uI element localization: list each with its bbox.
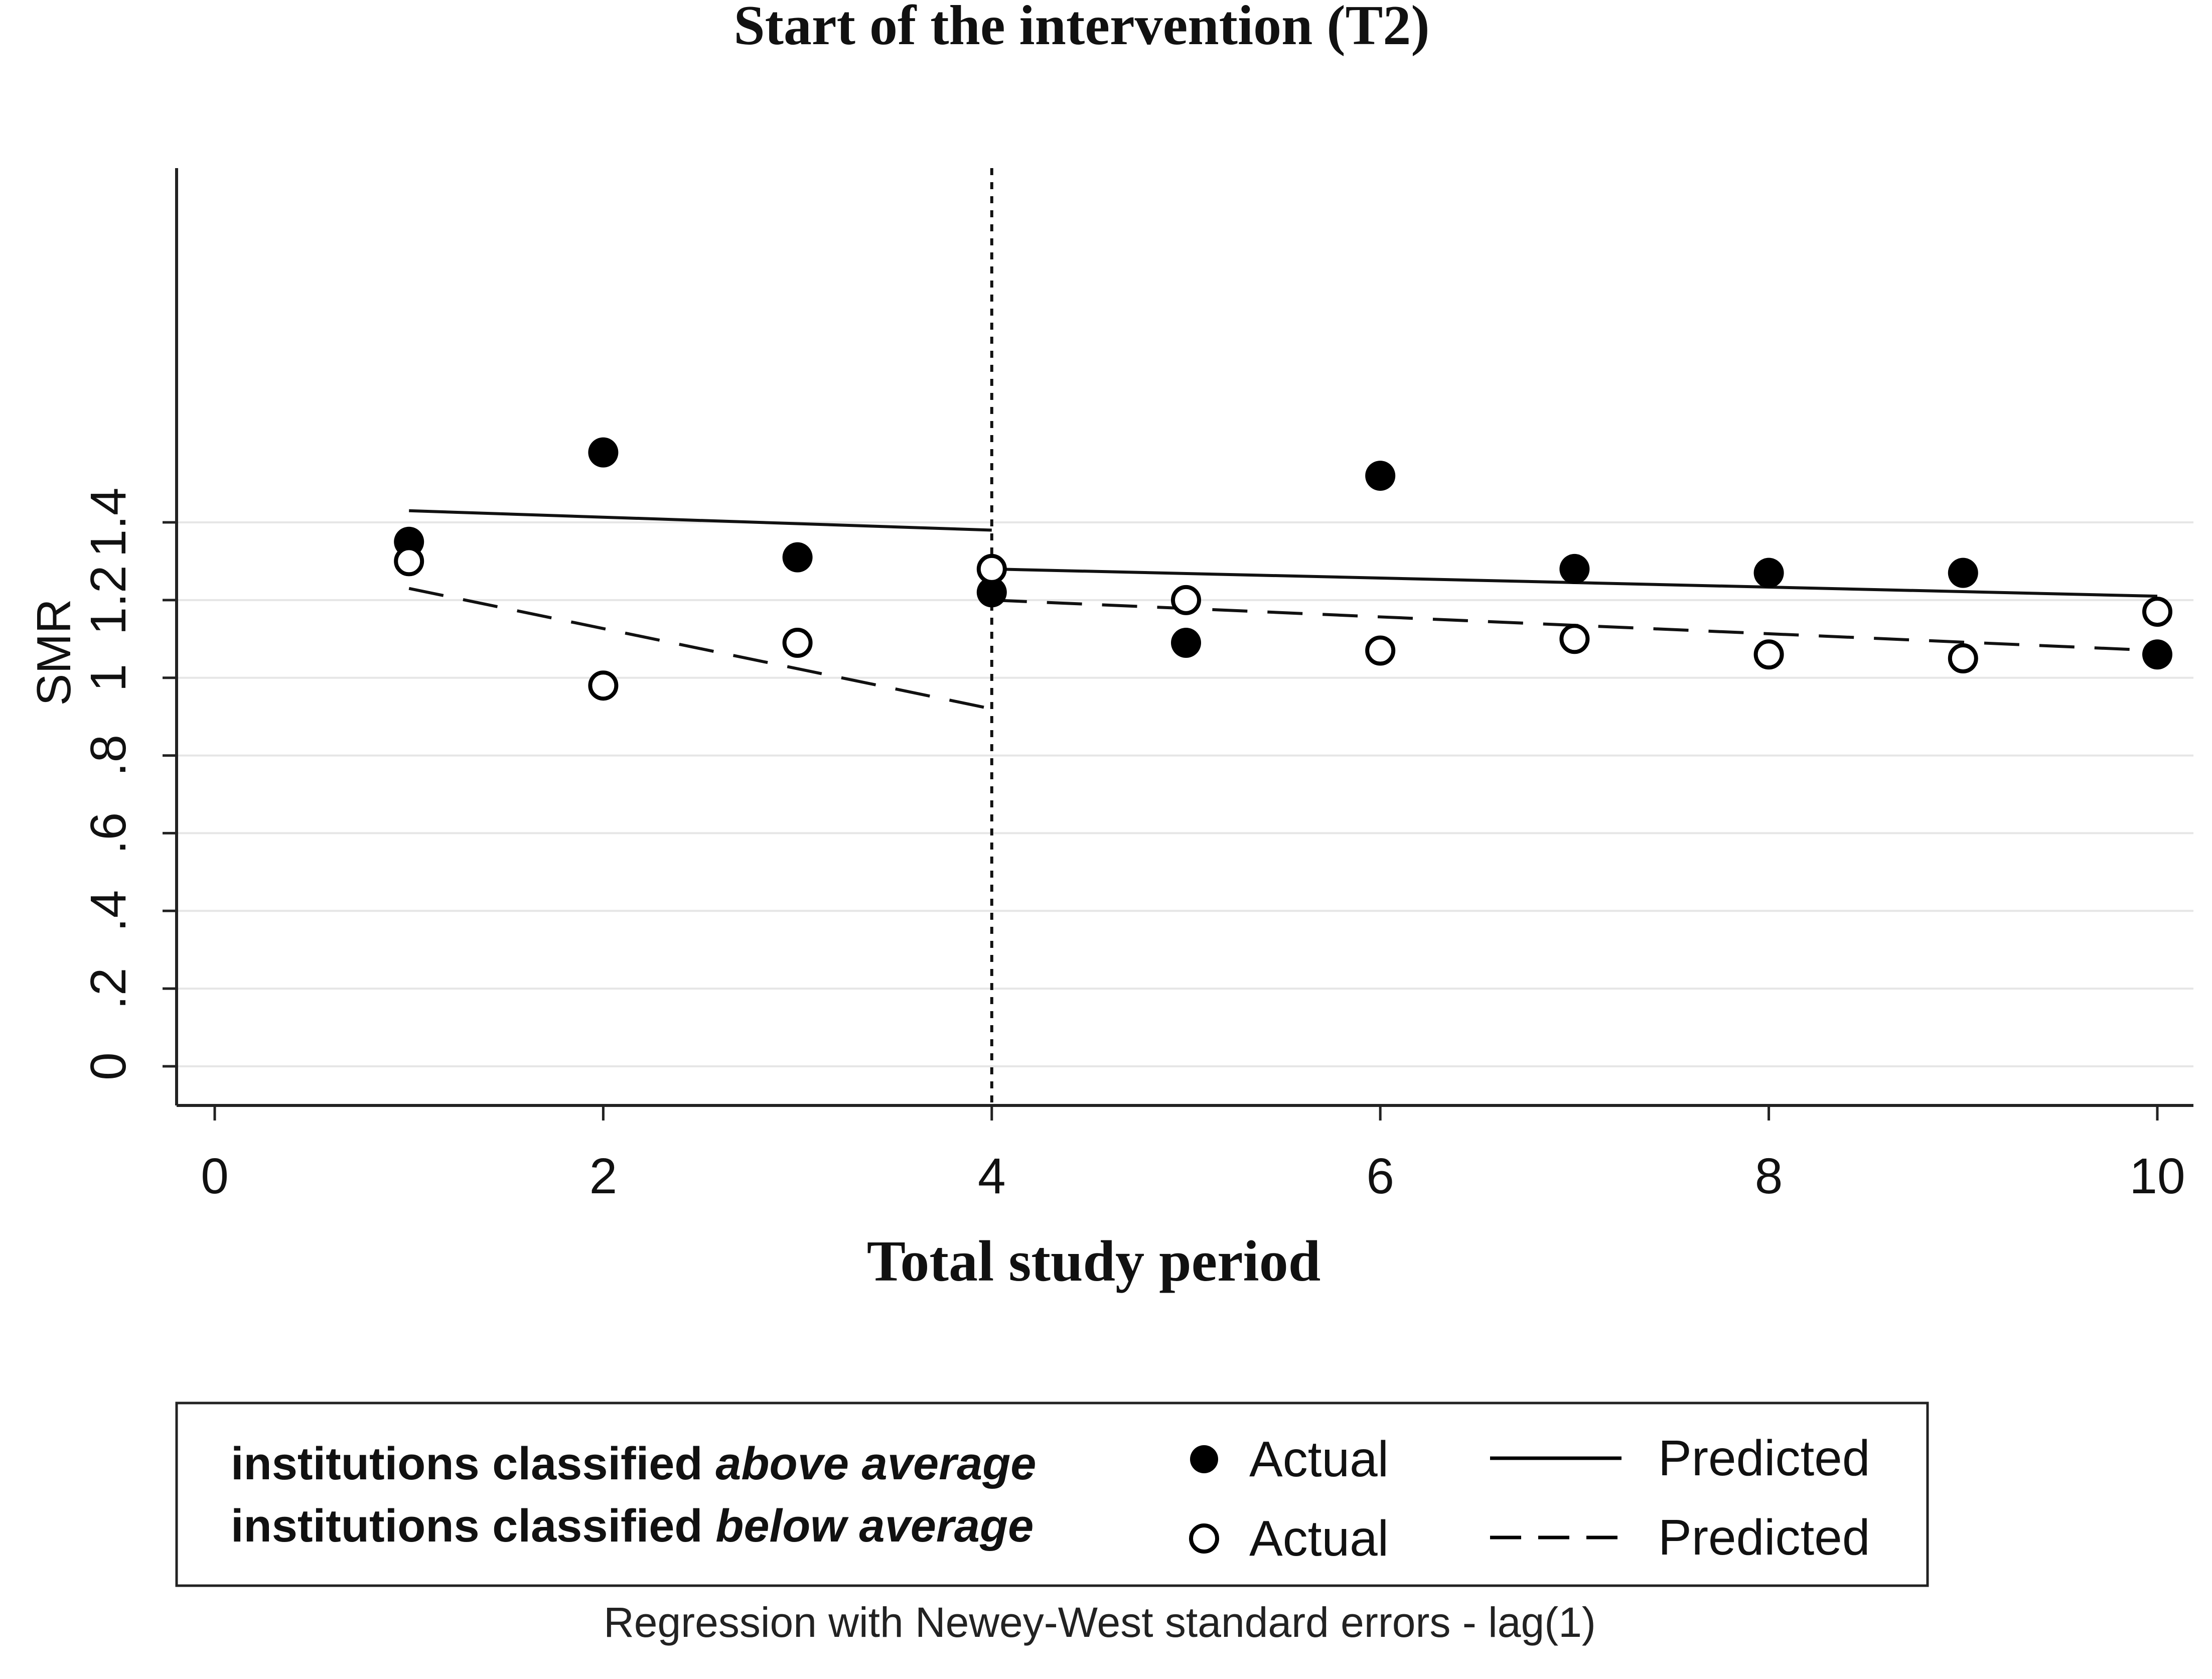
legend: institutions classified above average in… [175,1402,1929,1587]
legend-row-below-emph: below average [715,1500,1034,1552]
x-ticks: 0 2 4 6 8 10 [201,1105,2185,1204]
data-points [394,437,2172,701]
x-tick-label: 4 [978,1148,1006,1204]
chart-title: Start of the intervention (T2) [733,0,1429,57]
y-tick-label: .8 [80,735,136,776]
point-above-actual [1948,557,1978,588]
point-below-actual [394,546,424,577]
legend-box [175,1402,1929,1587]
legend-row-above-prefix: institutions classified [231,1438,715,1489]
point-below-actual [588,670,619,701]
point-below-actual [782,628,813,658]
point-above-actual [1559,553,1590,584]
point-below-actual [2142,597,2172,627]
point-above-actual [588,437,619,468]
y-tick-label: 1.2 [80,565,136,635]
legend-predicted-dashed-label: Predicted [1658,1509,1870,1566]
point-above-actual [1365,461,1396,491]
predicted-lines [408,509,2158,711]
y-tick-label: .2 [80,967,136,1009]
predicted-below-segment [408,587,992,711]
x-tick-label: 8 [1755,1148,1783,1204]
y-tick-label: .4 [80,890,136,932]
legend-row-below: institutions classified below average [231,1500,1034,1552]
footnote: Regression with Newey-West standard erro… [604,1599,1596,1646]
point-below-actual [1171,585,1201,615]
legend-row-above: institutions classified above average [231,1438,1036,1489]
legend-hollow-marker [1189,1523,1219,1554]
axes [175,168,2193,1107]
point-above-actual [1171,628,1201,658]
x-tick-label: 2 [589,1148,618,1204]
legend-row-below-prefix: institutions classified [231,1500,715,1552]
legend-filled-marker [1190,1445,1218,1473]
point-below-actual [1753,639,1784,670]
point-above-actual [782,542,813,573]
y-tick-label: 1 [80,664,136,692]
point-below-actual [1948,643,1978,673]
point-below-actual [976,553,1007,584]
grid [177,521,2193,1067]
legend-actual-hollow-label: Actual [1249,1510,1389,1567]
legend-predicted-solid-label: Predicted [1658,1430,1870,1486]
x-tick-label: 0 [201,1148,229,1204]
y-tick-label: .6 [80,812,136,854]
predicted-above-segment [409,509,992,532]
x-tick-label: 10 [2129,1148,2185,1204]
legend-row-above-emph: above average [715,1438,1036,1489]
point-below-actual [1559,624,1590,654]
legend-actual-filled-label: Actual [1249,1431,1389,1487]
point-below-actual [1365,635,1396,666]
y-axis-label: SMR [27,599,81,706]
x-axis-label: Total study period [867,1229,1321,1294]
y-tick-label: 0 [80,1052,136,1080]
point-above-actual [2142,639,2172,670]
point-above-actual [976,577,1007,608]
y-tick-label: 1.4 [80,487,136,557]
y-ticks: 0 .2 .4 .6 .8 1 1.2 1.4 [80,487,177,1080]
point-above-actual [1753,557,1784,588]
x-tick-label: 6 [1366,1148,1394,1204]
